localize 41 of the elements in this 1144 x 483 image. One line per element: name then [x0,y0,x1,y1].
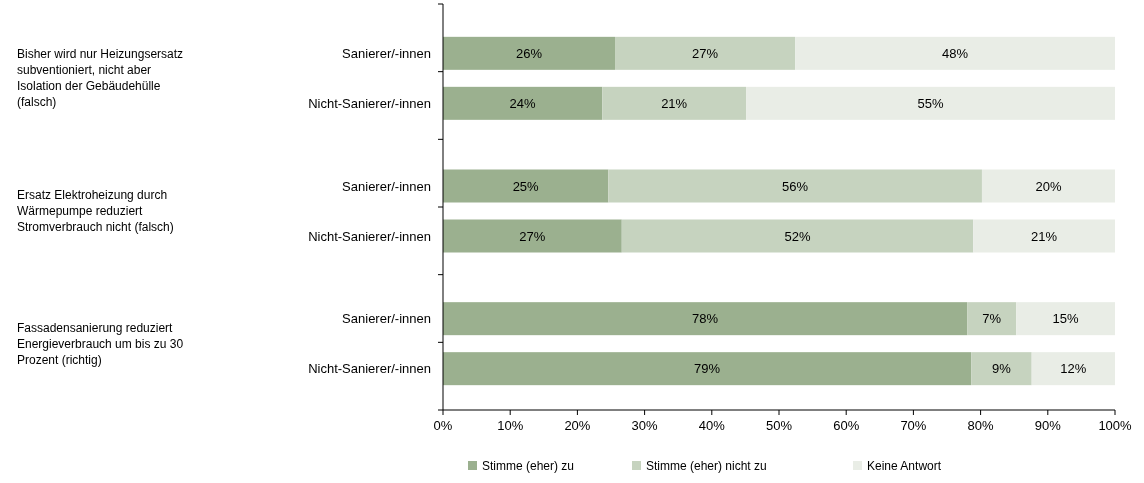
data-label: 26% [516,45,543,61]
data-label: 27% [692,45,719,61]
y-tick-label: Sanierer/-innen [342,311,431,327]
x-tick-label: 0% [433,418,453,433]
data-label: 48% [942,45,969,61]
data-label: 79% [694,361,721,377]
y-tick-label: Nicht-Sanierer/-innen [308,228,431,244]
y-tick-label: Sanierer/-innen [342,45,431,61]
data-label: 24% [509,95,537,111]
data-label: 21% [1031,228,1058,244]
data-label: 25% [512,178,540,194]
legend-label: Keine Antwort [867,459,942,473]
data-label: 15% [1052,311,1080,327]
data-label: 9% [992,361,1012,377]
data-label: 55% [917,95,944,111]
data-label: 27% [519,228,546,244]
data-label: 78% [692,311,719,327]
text: Bisher wird nur Heizungsersatz subventioniert, nicht aber Isolation der Gebäudehülle (falsch) [17,47,184,110]
data-label: 56% [782,178,809,194]
data-label: 12% [1060,361,1087,377]
data-label: 7% [982,311,1002,327]
x-tick-label: 40% [698,418,726,433]
data-label: 20% [1035,178,1062,194]
x-tick-label: 10% [497,418,524,433]
legend-label: Stimme (eher) zu [482,459,575,473]
y-tick-label: Nicht-Sanierer/-innen [308,361,431,377]
y-tick-label: Sanierer/-innen [342,178,431,194]
x-tick-label: 100% [1098,418,1133,433]
x-tick-label: 80% [967,418,995,433]
x-tick-label: 90% [1034,418,1062,433]
legend-label: Stimme (eher) nicht zu [646,459,767,473]
y-tick-label: Nicht-Sanierer/-innen [308,95,431,111]
data-label: 21% [661,95,688,111]
x-tick-label: 50% [765,418,793,433]
text: Fassadensanierung reduziert Energieverbrauch um bis zu 30 Prozent (richtig) [17,320,184,367]
x-tick-label: 30% [631,418,659,433]
x-tick-label: 20% [564,418,591,433]
data-label: 52% [784,228,811,244]
x-tick-label: 60% [833,418,860,433]
text: Ersatz Elektroheizung durch Wärmepumpe reduziert Stromverbrauch nicht (falsch) [17,188,174,234]
x-tick-label: 70% [900,418,927,433]
